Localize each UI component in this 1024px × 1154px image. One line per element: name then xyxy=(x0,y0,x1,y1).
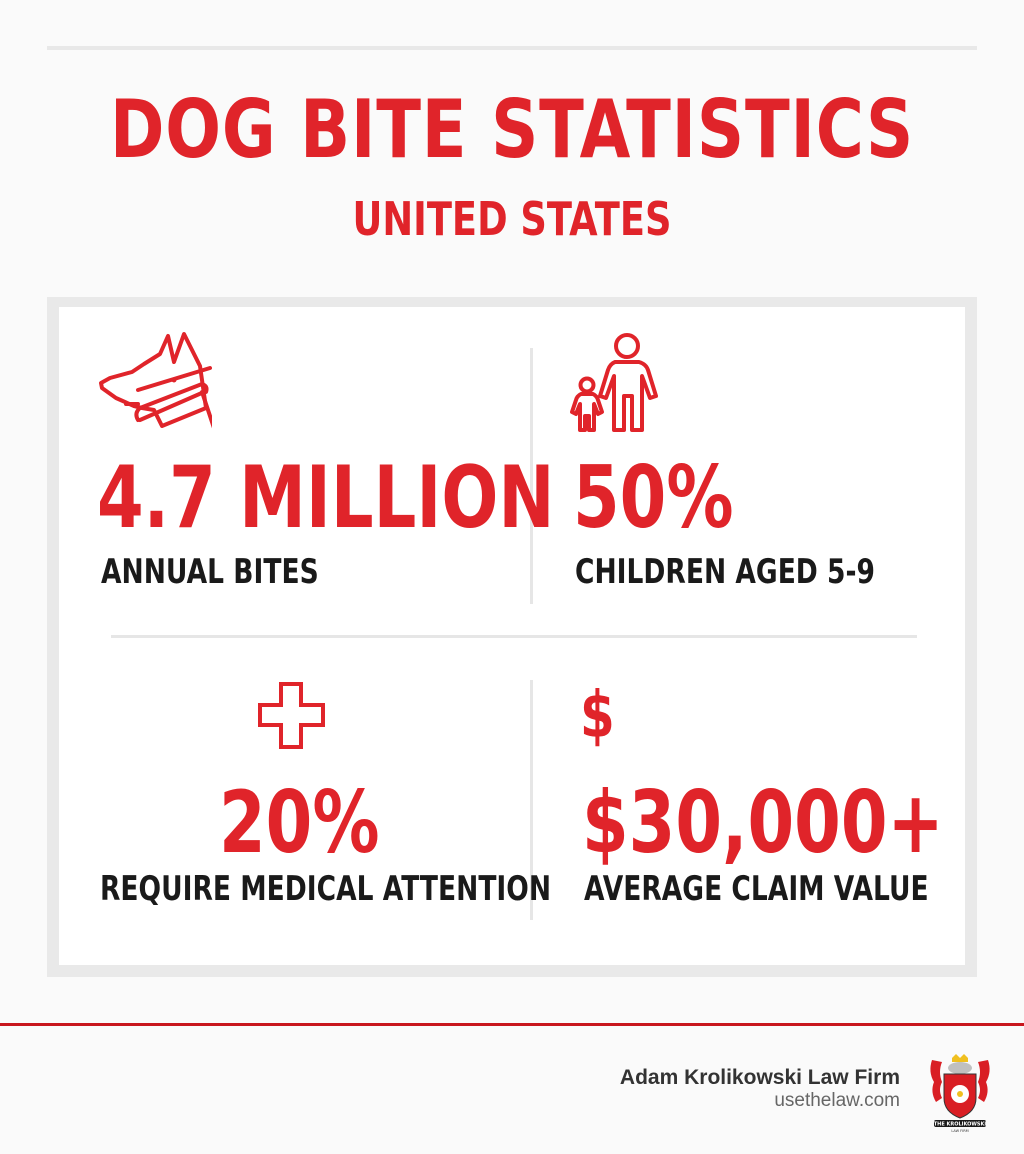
stat-label: AVERAGE CLAIM VALUE xyxy=(584,869,929,909)
horizontal-divider xyxy=(111,635,917,638)
vertical-divider-top xyxy=(530,348,533,604)
stat-value: 4.7 MILLION xyxy=(97,448,555,548)
dog-icon xyxy=(99,332,212,429)
page-subtitle: UNITED STATES xyxy=(352,192,672,246)
medical-cross-icon xyxy=(258,682,325,749)
stat-value: 20% xyxy=(219,773,380,873)
stat-value: $30,000+ xyxy=(582,773,944,873)
stat-value: 50% xyxy=(573,448,734,548)
stat-label: CHILDREN AGED 5-9 xyxy=(575,552,875,592)
firm-name: Adam Krolikowski Law Firm xyxy=(619,1066,900,1089)
svg-text:THE KROLIKOWSKI: THE KROLIKOWSKI xyxy=(934,1122,987,1128)
svg-text:LAW FIRM: LAW FIRM xyxy=(951,1129,968,1133)
stat-label: REQUIRE MEDICAL ATTENTION xyxy=(100,869,552,909)
vertical-divider-bottom xyxy=(530,680,533,920)
page-title: DOG BITE STATISTICS xyxy=(109,83,915,176)
firm-website[interactable]: usethelaw.com xyxy=(774,1090,900,1111)
top-divider xyxy=(47,46,977,50)
footer-divider xyxy=(0,1023,1024,1026)
stat-label: ANNUAL BITES xyxy=(101,552,319,592)
law-firm-crest-logo: THE KROLIKOWSKI LAW FIRM xyxy=(930,1054,990,1133)
dollar-icon: $ xyxy=(580,679,615,753)
parent-child-icon xyxy=(570,333,658,432)
